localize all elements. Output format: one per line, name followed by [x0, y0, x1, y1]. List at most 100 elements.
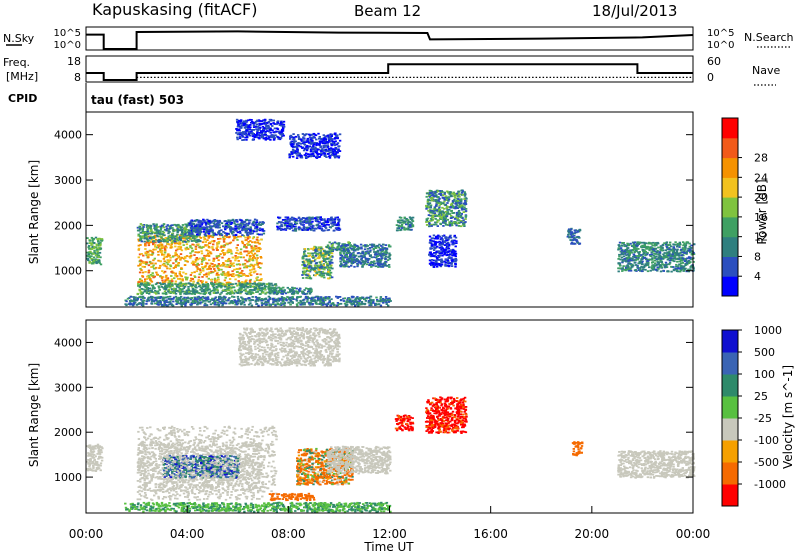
data-cell [388, 252, 391, 255]
data-cell [292, 225, 296, 228]
data-cell [185, 246, 189, 249]
data-cell [310, 290, 313, 293]
data-cell [273, 138, 276, 141]
data-cell [191, 243, 194, 246]
data-cell [142, 226, 145, 228]
data-cell [177, 264, 180, 267]
data-cell [441, 206, 444, 209]
data-cell [570, 236, 573, 239]
data-cell [366, 261, 370, 264]
data-cell [317, 266, 320, 268]
data-cell [143, 240, 146, 243]
data-cell [313, 217, 317, 219]
data-cell [88, 252, 92, 254]
data-cell [397, 227, 401, 230]
data-cell [326, 145, 330, 148]
data-cell [301, 264, 304, 266]
data-cell [194, 236, 198, 239]
data-cell [273, 291, 276, 294]
data-cell [241, 226, 244, 229]
data-cell [197, 227, 200, 230]
data-cell [303, 141, 306, 144]
data-cell [293, 291, 296, 294]
data-cell [312, 150, 315, 153]
data-cell [205, 287, 208, 290]
data-cell [87, 253, 90, 256]
data-cell [364, 257, 367, 260]
data-cell [435, 236, 438, 238]
data-cell [258, 233, 261, 236]
data-cell [363, 248, 367, 251]
data-cell [430, 218, 433, 220]
data-cell [376, 251, 379, 253]
data-cell [463, 206, 466, 209]
data-cell [246, 282, 249, 284]
data-cell [429, 204, 433, 207]
data-cell [440, 248, 443, 251]
data-cell [321, 272, 324, 275]
data-cell [352, 252, 355, 254]
data-cell [455, 202, 458, 204]
data-cell [94, 258, 97, 261]
data-cell [139, 278, 142, 280]
data-cell [446, 239, 449, 242]
data-cell [246, 129, 249, 132]
data-cell [365, 245, 368, 248]
data-cell [204, 289, 208, 292]
data-cell [184, 257, 187, 259]
data-cell [182, 257, 186, 260]
data-cell [251, 222, 254, 225]
data-cell [312, 229, 315, 232]
data-cell [245, 219, 248, 222]
data-cell [182, 287, 186, 290]
data-cell [223, 252, 227, 254]
data-cell [166, 239, 169, 242]
data-cell [448, 224, 452, 227]
data-cell [209, 251, 212, 254]
data-cell [195, 226, 199, 229]
data-cell [167, 236, 170, 239]
data-cell [175, 224, 178, 226]
data-cell [185, 225, 188, 228]
data-cell [660, 260, 663, 263]
data-cell [438, 243, 441, 246]
data-cell [320, 229, 324, 232]
data-cell [100, 238, 104, 240]
data-cell [161, 246, 165, 248]
data-cell [199, 292, 202, 295]
data-cell [247, 231, 250, 234]
data-cell [201, 241, 205, 244]
data-cell [381, 266, 384, 268]
data-cell [171, 224, 174, 227]
data-cell [244, 265, 247, 268]
data-cell [143, 266, 146, 268]
data-cell [347, 252, 350, 255]
data-cell [164, 270, 167, 273]
data-cell [145, 261, 148, 264]
data-cell [292, 136, 295, 139]
data-cell [176, 231, 179, 233]
data-cell [246, 127, 250, 130]
data-cell [158, 240, 161, 243]
data-cell [344, 256, 347, 259]
data-cell [337, 222, 340, 224]
data-cell [376, 258, 379, 261]
data-cell [236, 284, 239, 287]
data-cell [397, 221, 400, 224]
data-cell [183, 240, 187, 243]
data-cell [209, 241, 212, 244]
data-cell [574, 242, 577, 245]
data-cell [192, 289, 195, 292]
data-cell [207, 231, 210, 234]
data-cell [228, 242, 231, 245]
data-cell [425, 221, 428, 223]
data-cell [230, 227, 234, 230]
data-cell [435, 261, 438, 264]
data-cell [170, 271, 173, 273]
data-cell [438, 240, 441, 243]
data-cell [319, 251, 322, 254]
data-cell [249, 124, 252, 126]
data-cell [242, 124, 246, 127]
data-cell [438, 215, 442, 218]
data-cell [457, 213, 460, 216]
